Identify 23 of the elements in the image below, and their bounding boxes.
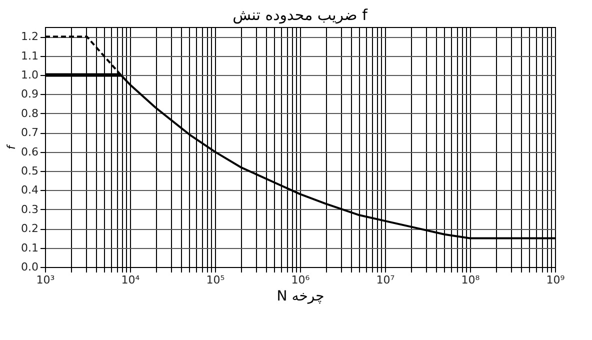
x-tick-label: 10⁵ [206,274,225,286]
y-tick-label: 0.2 [21,222,38,236]
y-tick-label: 0.7 [21,126,38,140]
y-axis-title: f [5,143,18,150]
y-tick-label: 1.1 [21,49,38,62]
x-tick-label: 10⁹ [546,274,565,286]
y-tick-label: 0.6 [21,145,38,158]
y-tick-label: 0.8 [21,106,38,120]
x-tick-label: 10⁸ [461,274,480,286]
x-tick-label: 10³ [36,274,55,286]
y-tick-label: 0.3 [21,202,38,216]
y-tick-label: 0.9 [21,88,38,101]
y-tick-label: 0.4 [21,184,38,197]
y-tick-label: 0.0 [21,260,38,274]
x-tick-label: 10⁷ [376,274,395,286]
x-tick-label: 10⁴ [121,274,140,286]
y-tick-label: 0.5 [21,164,38,178]
x-tick-label: 10⁶ [291,274,310,286]
chart-title: ضریب محدوده تنش f [232,6,368,24]
y-tick-label: 1.2 [21,30,38,44]
y-tick-label: 1.0 [21,68,38,82]
x-axis-title: N چرخه [276,288,324,304]
y-tick-label: 0.1 [21,241,38,254]
